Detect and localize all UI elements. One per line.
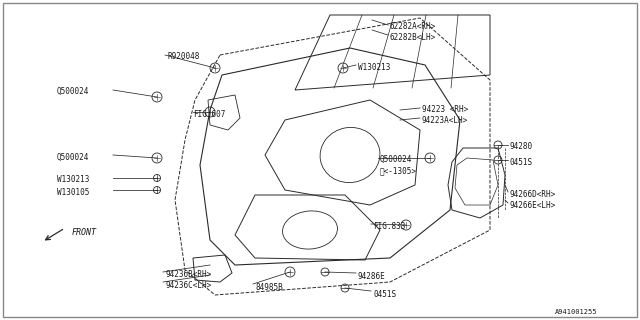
Text: FRONT: FRONT bbox=[72, 228, 97, 237]
Text: 94223 <RH>: 94223 <RH> bbox=[422, 105, 468, 114]
Text: FIG.833: FIG.833 bbox=[373, 222, 405, 231]
Text: 62282B<LH>: 62282B<LH> bbox=[390, 33, 436, 42]
Text: W130105: W130105 bbox=[57, 188, 90, 197]
Text: 94286E: 94286E bbox=[358, 272, 386, 281]
Text: Q500024: Q500024 bbox=[380, 155, 412, 164]
Text: 0451S: 0451S bbox=[373, 290, 396, 299]
Text: 94223A<LH>: 94223A<LH> bbox=[422, 116, 468, 125]
Text: A941001255: A941001255 bbox=[555, 309, 598, 315]
Text: W130213: W130213 bbox=[57, 175, 90, 184]
Text: Q500024: Q500024 bbox=[57, 87, 90, 96]
Text: R920048: R920048 bbox=[167, 52, 200, 61]
Text: 0451S: 0451S bbox=[510, 158, 533, 167]
Text: ※<-1305>: ※<-1305> bbox=[380, 166, 417, 175]
Text: 94236C<LH>: 94236C<LH> bbox=[165, 281, 211, 290]
Text: 94266E<LH>: 94266E<LH> bbox=[510, 201, 556, 210]
Text: 94266D<RH>: 94266D<RH> bbox=[510, 190, 556, 199]
Text: FIG.607: FIG.607 bbox=[193, 110, 225, 119]
Text: 94236B<RH>: 94236B<RH> bbox=[165, 270, 211, 279]
Text: 62282A<RH>: 62282A<RH> bbox=[390, 22, 436, 31]
Text: 84985B: 84985B bbox=[255, 283, 283, 292]
Text: W130213: W130213 bbox=[358, 63, 390, 72]
Text: Q500024: Q500024 bbox=[57, 153, 90, 162]
Text: 94280: 94280 bbox=[510, 142, 533, 151]
